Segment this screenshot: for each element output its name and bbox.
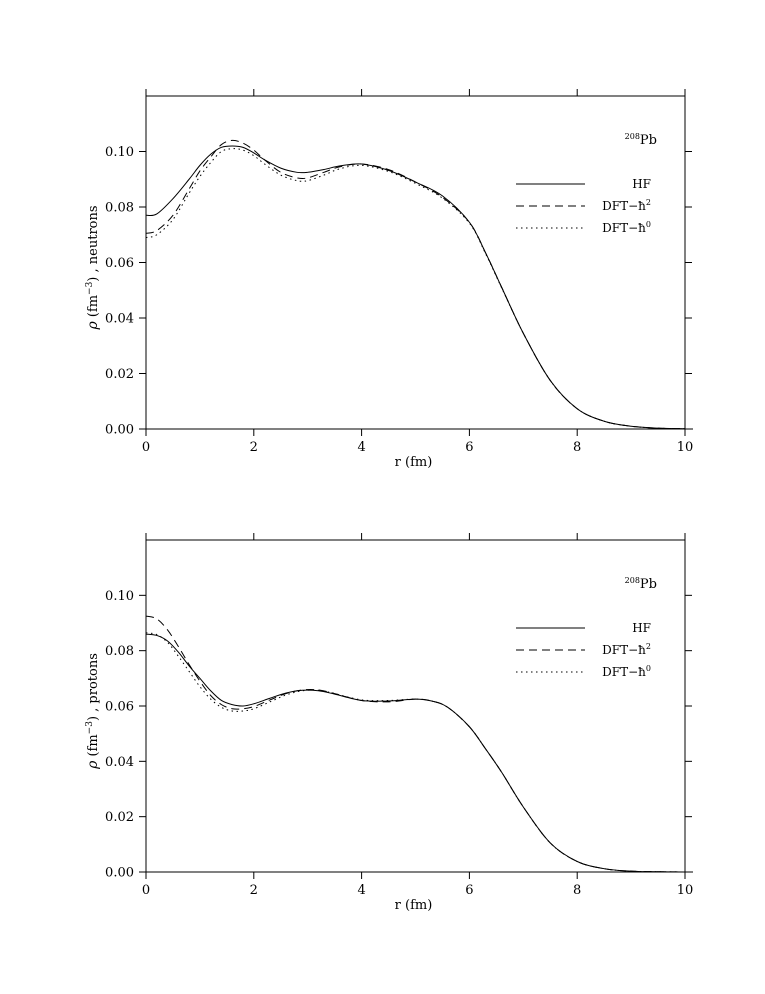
y-label-separator: , (86, 264, 101, 276)
y-label-particle: neutrons (86, 205, 101, 264)
x-tick-label: 2 (250, 440, 258, 455)
legend-label-exponent: 0 (646, 664, 651, 673)
legend-label-exponent: 0 (646, 220, 651, 229)
y-tick-label: 0.00 (105, 866, 134, 881)
y-tick-label: 0.02 (105, 810, 134, 825)
series-line-dashed (146, 139, 685, 429)
legend-label: DFT−ħ0 (602, 220, 651, 235)
x-tick-label: 8 (573, 440, 581, 455)
y-axis-label: ρ (fm−3) , protons (85, 653, 101, 770)
y-label-unit-close: ) (86, 716, 101, 721)
y-tick-label: 0.08 (105, 644, 134, 659)
y-tick-label: 0.02 (105, 367, 134, 382)
y-tick-label: 0.10 (105, 589, 134, 604)
legend-label: HF (632, 177, 651, 191)
series-line-dashed (146, 615, 685, 872)
legend-label-exponent: 2 (646, 642, 651, 651)
x-tick-label: 4 (357, 440, 365, 455)
legend-label-base: DFT−ħ (602, 199, 646, 213)
nucleus-mass-number: 208 (625, 576, 640, 585)
nucleus-label: 208Pb (625, 132, 657, 148)
nucleus-label: 208Pb (625, 576, 657, 592)
y-label-separator: , (86, 704, 101, 716)
legend-label: HF (632, 621, 651, 635)
series-line-solid (146, 145, 685, 429)
x-axis-label: r (fm) (395, 455, 433, 470)
x-tick-label: 0 (142, 883, 150, 898)
x-tick-label: 6 (465, 883, 473, 898)
nucleus-element: Pb (640, 577, 657, 592)
series-line-dotted (146, 148, 685, 429)
legend-label-exponent: 2 (646, 198, 651, 207)
y-label-unit: (fm (86, 295, 101, 321)
x-tick-label: 0 (142, 440, 150, 455)
y-label-particle: protons (86, 653, 101, 703)
chart-panel-protons: 0 2 4 6 8 10 0.00 0.02 0.04 0.06 0.08 0.10 r (fm) ρ (… (85, 533, 693, 913)
y-axis-label: ρ (fm−3) , neutrons (85, 205, 101, 330)
legend-label-base: DFT−ħ (602, 665, 646, 679)
legend-label: DFT−ħ2 (602, 198, 651, 213)
y-label-rho: ρ (85, 321, 101, 331)
y-tick-label: 0.06 (105, 700, 134, 715)
legend-label-base: DFT−ħ (602, 643, 646, 657)
x-tick-label: 4 (357, 883, 365, 898)
y-label-unit-exponent: −3 (85, 281, 95, 295)
x-tick-label: 2 (250, 883, 258, 898)
y-tick-label: 0.00 (105, 423, 134, 438)
legend-label-base: HF (632, 177, 651, 191)
y-tick-label: 0.04 (105, 755, 134, 770)
y-label-unit-close: ) (86, 277, 101, 282)
nucleus-element: Pb (640, 133, 657, 148)
legend-label: DFT−ħ0 (602, 664, 651, 679)
x-tick-label: 10 (677, 883, 694, 898)
y-label-unit: (fm (86, 734, 101, 760)
legend-label-base: HF (632, 621, 651, 635)
nucleus-mass-number: 208 (625, 132, 640, 141)
x-tick-label: 10 (677, 440, 694, 455)
x-axis-label: r (fm) (395, 898, 433, 913)
y-tick-label: 0.06 (105, 256, 134, 271)
plot-frame (145, 539, 686, 873)
y-tick-label: 0.08 (105, 201, 134, 216)
x-tick-label: 8 (573, 883, 581, 898)
y-tick-label: 0.10 (105, 145, 134, 160)
chart-panel-neutrons: 0 2 4 6 8 10 0.00 0.02 0.04 0.06 0.08 0.10 r (fm) ρ (… (85, 89, 693, 470)
y-label-rho: ρ (85, 760, 101, 770)
x-tick-label: 6 (465, 440, 473, 455)
legend-label: DFT−ħ2 (602, 642, 651, 657)
legend-label-base: DFT−ħ (602, 221, 646, 235)
y-tick-label: 0.04 (105, 312, 134, 327)
y-label-unit-exponent: −3 (85, 721, 95, 735)
